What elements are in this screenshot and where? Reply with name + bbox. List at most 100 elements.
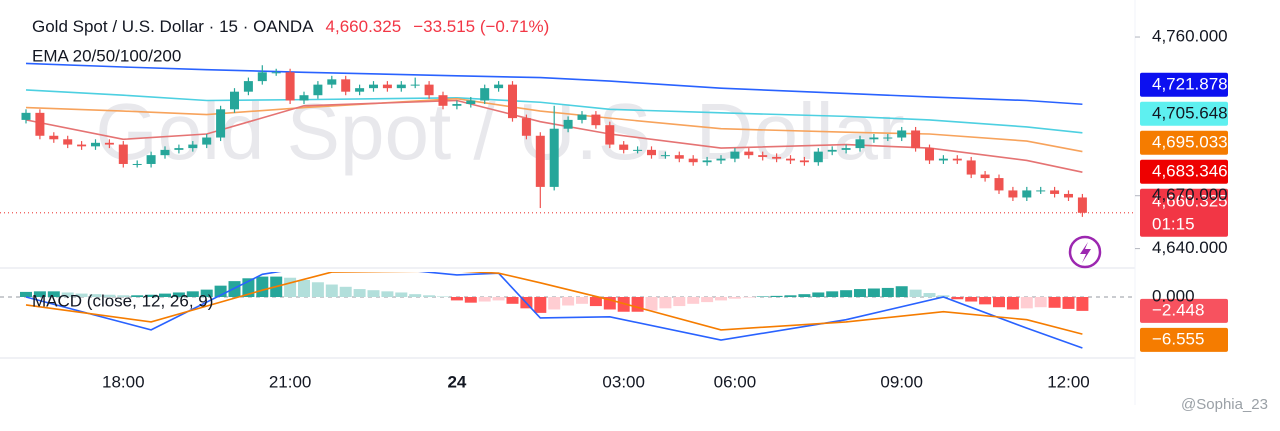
- alert-icon-bolt: [1080, 242, 1091, 263]
- candle-body: [869, 137, 879, 140]
- candle-body: [827, 149, 837, 152]
- histogram-bar: [172, 292, 185, 298]
- histogram-bar: [534, 297, 547, 313]
- histogram-bar: [1006, 297, 1019, 310]
- histogram-bar: [1048, 297, 1061, 308]
- histogram-bar: [895, 286, 908, 298]
- candle-body: [438, 95, 448, 106]
- histogram-bar: [325, 284, 338, 298]
- ema-badge-text: 4,705.648: [1152, 103, 1228, 122]
- histogram-bar: [923, 293, 936, 298]
- macd-pane: [0, 272, 1135, 349]
- macd-badge-text: −2.448: [1152, 300, 1204, 319]
- histogram-bar: [395, 292, 408, 298]
- macd-badge: [1140, 327, 1228, 352]
- y-tick-label: 4,640.000: [1152, 238, 1228, 257]
- candle-body: [994, 178, 1004, 191]
- histogram-bar: [506, 297, 519, 304]
- macd-badge: [1140, 298, 1228, 323]
- candle-body: [91, 142, 100, 147]
- candle-body: [883, 137, 893, 139]
- candle-body: [341, 79, 351, 92]
- x-tick-label: 09:00: [880, 372, 923, 391]
- candle-body: [1064, 193, 1073, 198]
- histogram-bar: [89, 294, 102, 298]
- candle-body: [382, 84, 392, 89]
- price-change: −33.515 (−0.71%): [413, 17, 549, 36]
- candle-body: [188, 144, 198, 149]
- candle-body: [63, 139, 73, 145]
- histogram-bar: [117, 295, 130, 298]
- candle-body: [897, 130, 907, 138]
- candle-body: [410, 84, 420, 86]
- candle-body: [786, 158, 795, 161]
- histogram-bar: [589, 297, 602, 307]
- histogram-bar: [979, 297, 992, 305]
- y-tick-label: 4,760.000: [1152, 27, 1228, 46]
- histogram-bar: [562, 297, 575, 306]
- overlay: 4,660.325 01:15 4,683.346 4,695.033 4,705.64…: [1135, 36, 1228, 352]
- candle-body: [660, 155, 670, 157]
- countdown: 01:15: [1152, 214, 1195, 233]
- histogram-bar: [47, 291, 60, 298]
- candle-body: [257, 72, 267, 82]
- candle-body: [744, 151, 754, 156]
- candle-body: [508, 84, 517, 119]
- candle-body: [549, 128, 559, 187]
- candle-body: [271, 72, 281, 74]
- candle-body: [633, 149, 643, 151]
- histogram-bar: [339, 286, 352, 298]
- histogram-bar: [798, 294, 811, 298]
- candle-body: [841, 148, 851, 150]
- ema-badge-text: 4,683.346: [1152, 161, 1228, 180]
- candle-body: [118, 144, 128, 164]
- histogram-bar: [812, 292, 825, 298]
- histogram-bar: [409, 294, 422, 298]
- candle-body: [813, 151, 823, 163]
- price-pane: [0, 62, 1135, 217]
- candle-body: [355, 88, 365, 92]
- histogram-bar: [1034, 297, 1047, 308]
- macd-badge-text: −6.555: [1152, 329, 1204, 348]
- indicator-line: [25, 99, 1083, 173]
- candle-body: [299, 95, 309, 101]
- histogram-bar: [131, 295, 144, 298]
- histogram-bar: [464, 297, 477, 303]
- candle-body: [758, 155, 768, 157]
- histogram-bar: [1020, 297, 1033, 309]
- last-price-badge-text: 4,660.325: [1152, 191, 1228, 210]
- histogram-bar: [186, 291, 199, 298]
- candle-body: [938, 158, 948, 161]
- histogram-bar: [478, 297, 491, 302]
- indicator-line: [25, 62, 1083, 106]
- histogram-bar: [909, 289, 922, 298]
- histogram-bar: [450, 297, 463, 301]
- indicator-legend: EMA 20/50/100/200: [32, 46, 181, 65]
- candle-body: [466, 100, 476, 105]
- histogram-bar: [881, 287, 894, 298]
- candle-body: [577, 114, 587, 120]
- candle-body: [799, 160, 809, 163]
- candle-body: [925, 148, 934, 161]
- candle-body: [480, 88, 490, 101]
- histogram-bar: [298, 279, 310, 298]
- histogram-bar: [645, 297, 658, 311]
- last-price: 4,660.325: [326, 17, 402, 36]
- candle-body: [688, 158, 698, 163]
- histogram-bar: [867, 288, 880, 298]
- candle-body: [35, 112, 45, 136]
- x-tick-label: 06:00: [714, 372, 757, 391]
- histogram-bar: [728, 297, 741, 299]
- candle-body: [494, 84, 504, 89]
- candle-body: [563, 119, 573, 129]
- histogram-bar: [715, 297, 727, 301]
- last-price-badge: [1140, 188, 1228, 237]
- candle-body: [911, 130, 921, 149]
- candle-body: [202, 137, 212, 145]
- candle-body: [605, 125, 615, 145]
- candle-body: [772, 156, 782, 159]
- histogram-bar: [423, 295, 436, 298]
- histogram-bar: [284, 277, 297, 298]
- histogram-bar: [492, 297, 505, 301]
- histogram-bar: [256, 276, 269, 298]
